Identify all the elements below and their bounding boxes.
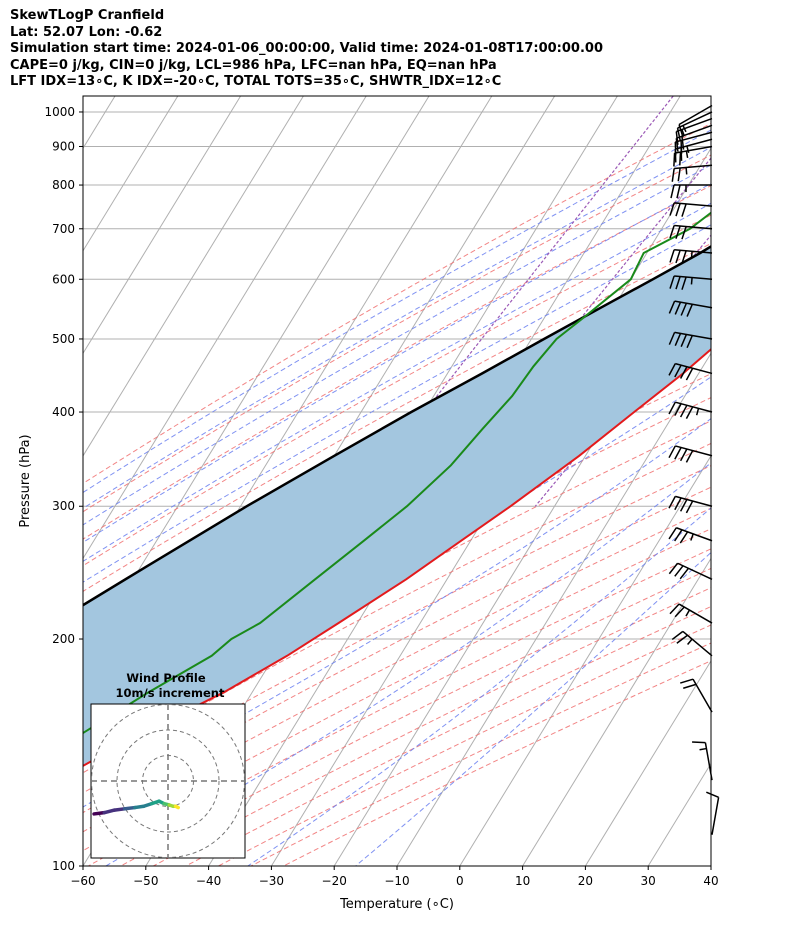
header-cape: CAPE=0 j/kg, CIN=0 j/kg, LCL=986 hPa, LF… bbox=[10, 57, 497, 73]
wind-barb bbox=[706, 791, 720, 835]
hodograph-segment bbox=[102, 808, 117, 815]
header-times: Simulation start time: 2024-01-06_00:00:… bbox=[10, 41, 603, 56]
hodograph-title: Wind Profile bbox=[126, 671, 206, 685]
wind-barb bbox=[671, 164, 713, 182]
wind-barb bbox=[669, 603, 713, 624]
moist-adiabat bbox=[83, 182, 711, 544]
x-tick-label: 0 bbox=[456, 874, 464, 888]
y-tick-label: 900 bbox=[52, 139, 75, 153]
wind-barb bbox=[668, 401, 713, 419]
wind-barb bbox=[668, 362, 713, 381]
y-tick-label: 800 bbox=[52, 178, 75, 192]
y-tick-label: 300 bbox=[52, 499, 75, 513]
moist-adiabat bbox=[83, 164, 711, 526]
isotherm bbox=[774, 96, 794, 866]
temperature-profile-line bbox=[83, 348, 711, 767]
y-tick-label: 500 bbox=[52, 332, 75, 346]
dry-adiabat bbox=[83, 486, 711, 814]
y-tick-label: 600 bbox=[52, 272, 75, 286]
isotherm bbox=[459, 454, 711, 866]
x-tick-label: −10 bbox=[384, 874, 409, 888]
wind-barb bbox=[669, 224, 713, 240]
parcel-profile-line bbox=[83, 245, 711, 607]
isotherm bbox=[83, 96, 242, 355]
header-indices: LFT IDX=13∘C, K IDX=-20∘C, TOTAL TOTS=35… bbox=[10, 74, 502, 89]
moist-adiabat bbox=[355, 551, 711, 866]
moist-adiabat bbox=[247, 507, 711, 866]
x-tick-label: −50 bbox=[133, 874, 158, 888]
moist-adiabat bbox=[83, 146, 711, 509]
x-tick-label: −20 bbox=[322, 874, 347, 888]
wind-barb bbox=[669, 202, 713, 217]
wind-barb bbox=[671, 630, 713, 657]
x-tick-label: −30 bbox=[259, 874, 284, 888]
y-tick-label: 1000 bbox=[44, 105, 75, 119]
x-tick-label: −40 bbox=[196, 874, 221, 888]
wind-barb bbox=[669, 248, 713, 264]
header-station: SkewTLogP Cranfield bbox=[10, 8, 165, 23]
wind-barb bbox=[668, 331, 713, 349]
wind-barb bbox=[673, 145, 713, 167]
hodograph-subtitle: 10m/s increment bbox=[116, 686, 225, 700]
x-tick-label: −60 bbox=[70, 874, 95, 888]
dry-adiabat bbox=[83, 184, 711, 540]
x-axis-label: Temperature (∘C) bbox=[339, 897, 454, 912]
isotherm bbox=[647, 762, 711, 866]
x-tick-label: 10 bbox=[515, 874, 530, 888]
isotherm bbox=[83, 96, 430, 662]
x-tick-label: 30 bbox=[641, 874, 656, 888]
wind-barb bbox=[668, 527, 713, 544]
wind-barb bbox=[670, 184, 712, 199]
isotherm bbox=[522, 557, 711, 866]
parcel-area-fill bbox=[83, 246, 711, 766]
moist-adiabat bbox=[83, 202, 711, 562]
x-tick-label: 40 bbox=[703, 874, 718, 888]
dry-adiabat bbox=[83, 154, 711, 513]
isotherm bbox=[333, 249, 711, 866]
hodograph: Wind Profile 10m/s increment bbox=[90, 671, 246, 859]
profiles bbox=[83, 211, 711, 767]
y-tick-label: 700 bbox=[52, 222, 75, 236]
x-tick-label: 20 bbox=[578, 874, 593, 888]
isotherm bbox=[584, 659, 711, 866]
cin-fill bbox=[83, 246, 711, 766]
hodograph-segment bbox=[173, 804, 180, 810]
dry-adiabat bbox=[83, 465, 711, 794]
moist-adiabat bbox=[105, 462, 711, 866]
wind-barb bbox=[669, 275, 713, 290]
y-axis-label: Pressure (hPa) bbox=[18, 434, 33, 527]
wind-barb bbox=[692, 741, 713, 781]
y-tick-label: 200 bbox=[52, 632, 75, 646]
mixing-ratio-line bbox=[350, 96, 674, 507]
header-latlon: Lat: 52.07 Lon: -0.62 bbox=[10, 24, 163, 40]
moist-adiabat bbox=[83, 418, 711, 808]
y-tick-label: 400 bbox=[52, 405, 75, 419]
wind-barb bbox=[674, 138, 713, 163]
dry-adiabat bbox=[83, 214, 711, 567]
isotherm bbox=[396, 352, 711, 866]
wind-barb bbox=[668, 495, 713, 514]
wind-barb bbox=[668, 300, 713, 317]
isotherm bbox=[710, 865, 711, 866]
chart-header: SkewTLogP Cranfield Lat: 52.07 Lon: -0.6… bbox=[10, 8, 603, 91]
wind-barb bbox=[668, 445, 713, 463]
wind-barbs bbox=[668, 104, 720, 835]
wind-barb bbox=[680, 678, 713, 713]
axes: −60 −50 −40 −30 −20 −10 0 10 20 30 40 1000 900 800 700… bbox=[44, 105, 718, 888]
dewpoint-profile-line bbox=[83, 211, 711, 735]
isotherm bbox=[83, 96, 367, 560]
isotherm bbox=[83, 96, 304, 457]
dry-adiabat bbox=[83, 122, 711, 485]
y-tick-label: 100 bbox=[52, 859, 75, 873]
wind-barb bbox=[668, 562, 713, 580]
isotherm bbox=[83, 96, 179, 252]
